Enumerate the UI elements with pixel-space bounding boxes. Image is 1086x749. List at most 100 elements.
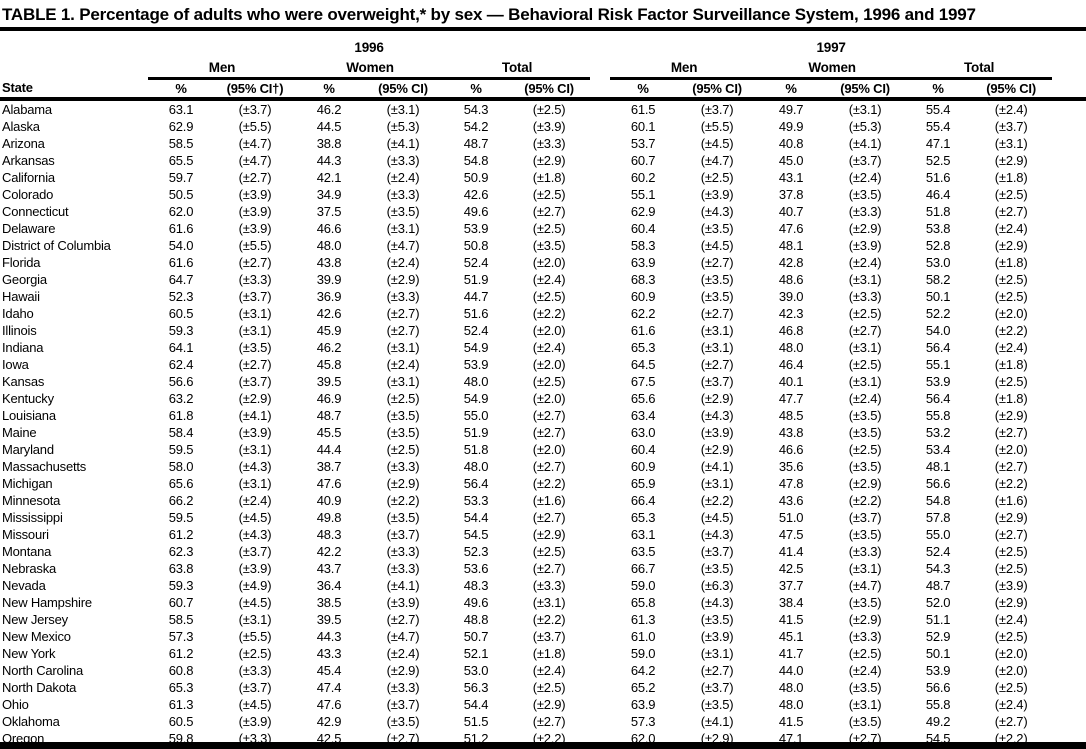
percent-cell: 60.8	[168, 663, 194, 678]
ci-cell: (±2.5)	[532, 221, 566, 236]
state-cell: Indiana	[2, 340, 44, 355]
spacer-cell	[590, 78, 611, 101]
ci-cell: (±2.9)	[386, 272, 420, 287]
percent-cell: 57.3	[630, 714, 656, 729]
ci-cell: (±3.7)	[238, 289, 272, 304]
table-row: New Hampshire 60.7 (±4.5) 38.5 (±3.9) 49.6 (±3…	[0, 594, 1086, 611]
table-row: Kentucky 63.2 (±2.9) 46.9 (±2.5) 54.9 (±2.0) 65…	[0, 390, 1086, 407]
percent-cell: 65.8	[630, 595, 656, 610]
percent-cell: 60.7	[630, 153, 656, 168]
percent-cell: 46.6	[778, 442, 804, 457]
ci-cell: (±2.5)	[532, 544, 566, 559]
spacer-cell	[590, 203, 610, 220]
ci-cell: (±4.3)	[238, 527, 272, 542]
percent-cell: 46.2	[316, 102, 342, 117]
spacer-cell	[590, 373, 610, 390]
percent-cell: 40.1	[778, 374, 804, 389]
percent-cell: 53.8	[925, 221, 951, 236]
percent-cell: 38.5	[316, 595, 342, 610]
spacer-cell	[590, 220, 610, 237]
table-row: Nebraska 63.8 (±3.9) 43.7 (±3.3) 53.6 (±2.7) 66…	[0, 560, 1086, 577]
percent-cell: 60.4	[630, 442, 656, 457]
ci-cell: (±2.9)	[994, 595, 1028, 610]
state-cell: New Mexico	[2, 629, 71, 644]
ci-cell: (±2.5)	[994, 187, 1028, 202]
table-row: Alabama 63.1 (±3.7) 46.2 (±3.1) 54.3 (±2.5) 61.…	[0, 99, 1086, 118]
ci-cell: (±2.7)	[994, 527, 1028, 542]
ci-cell: (±2.9)	[994, 238, 1028, 253]
table-row: New Jersey 58.5 (±3.1) 39.5 (±2.7) 48.8 (±2.2)…	[0, 611, 1086, 628]
table-row: Georgia 64.7 (±3.3) 39.9 (±2.9) 51.9 (±2.4) 68.…	[0, 271, 1086, 288]
percent-cell: 66.2	[168, 493, 194, 508]
percent-cell: 61.6	[168, 255, 194, 270]
ci-cell: (±2.7)	[994, 204, 1028, 219]
ci-cell: (±2.9)	[532, 153, 566, 168]
ci-cell: (±2.4)	[848, 255, 882, 270]
ci-cell: (±5.3)	[386, 119, 420, 134]
percent-cell: 56.6	[168, 374, 194, 389]
ci-cell: (±2.0)	[994, 442, 1028, 457]
percent-cell: 59.0	[630, 646, 656, 661]
percent-cell: 54.0	[925, 323, 951, 338]
percent-cell: 63.2	[168, 391, 194, 406]
filler-cell	[1052, 645, 1086, 662]
ci-cell: (±2.2)	[994, 323, 1028, 338]
ci-cell: (±4.5)	[238, 595, 272, 610]
spacer-cell	[590, 628, 610, 645]
spacer-cell	[590, 288, 610, 305]
percent-cell: 52.9	[925, 629, 951, 644]
ci-cell: (±4.5)	[238, 510, 272, 525]
ci-cell: (±4.5)	[700, 238, 734, 253]
percent-cell: 34.9	[316, 187, 342, 202]
spacer-cell	[590, 186, 610, 203]
ci-cell: (±5.3)	[848, 119, 882, 134]
filler-cell	[1052, 509, 1086, 526]
state-column-header: State	[0, 78, 148, 101]
spacer-cell	[590, 696, 610, 713]
state-cell: Minnesota	[2, 493, 61, 508]
state-cell: Illinois	[2, 323, 37, 338]
ci-cell: (±2.7)	[848, 323, 882, 338]
filler-cell	[1052, 662, 1086, 679]
filler-cell	[1052, 390, 1086, 407]
percent-cell: 55.0	[925, 527, 951, 542]
ci-cell: (±2.7)	[700, 306, 734, 321]
spacer-cell	[590, 424, 610, 441]
ci-cell: (±1.8)	[994, 391, 1028, 406]
filler-cell	[1052, 220, 1086, 237]
spacer-cell	[590, 135, 610, 152]
ci-cell: (±2.4)	[532, 663, 566, 678]
percent-cell: 54.3	[463, 102, 489, 117]
ci-cell: (±2.2)	[532, 476, 566, 491]
table-row: New York 61.2 (±2.5) 43.3 (±2.4) 52.1 (±1.8) 59…	[0, 645, 1086, 662]
ci-cell: (±3.7)	[238, 680, 272, 695]
percent-cell: 39.0	[778, 289, 804, 304]
state-cell: North Dakota	[2, 680, 77, 695]
ci-cell: (±3.3)	[848, 204, 882, 219]
ci-cell: (±4.3)	[700, 204, 734, 219]
filler-cell	[1052, 696, 1086, 713]
filler-cell	[1052, 611, 1086, 628]
ci-cell: (±3.9)	[238, 221, 272, 236]
percent-cell: 63.0	[630, 425, 656, 440]
percent-cell: 53.9	[463, 357, 489, 372]
ci-cell: (±2.2)	[700, 493, 734, 508]
ci-cell: (±3.7)	[700, 544, 734, 559]
ci-cell: (±2.5)	[994, 289, 1028, 304]
percent-cell: 45.9	[316, 323, 342, 338]
percent-cell: 46.2	[316, 340, 342, 355]
percent-cell: 42.5	[778, 561, 804, 576]
percent-cell: 51.6	[925, 170, 951, 185]
sex-header-women-1997: Women	[758, 58, 907, 80]
ci-cell: (±3.7)	[700, 374, 734, 389]
percent-cell: 43.7	[316, 561, 342, 576]
ci-cell: (±3.5)	[386, 425, 420, 440]
ci-cell: (±2.4)	[386, 357, 420, 372]
state-cell: Nebraska	[2, 561, 57, 576]
bottom-divider	[0, 742, 1086, 749]
percent-cell: 46.8	[778, 323, 804, 338]
ci-cell: (±2.5)	[994, 680, 1028, 695]
percent-cell: 62.3	[168, 544, 194, 559]
ci-cell: (±3.1)	[386, 340, 420, 355]
filler-cell	[1052, 628, 1086, 645]
